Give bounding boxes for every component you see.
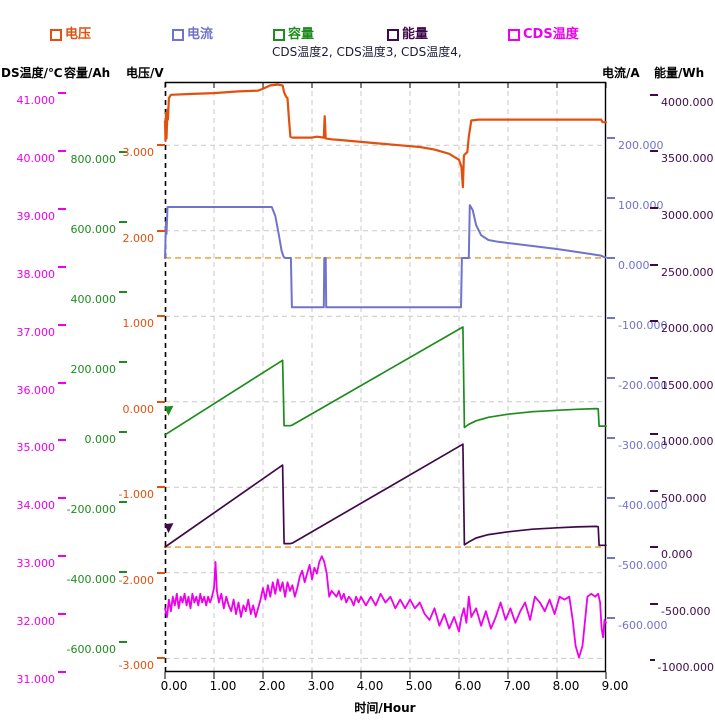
energy-tick-label: 500.000	[650, 489, 714, 504]
capacity-tick-label: -400.000	[54, 570, 127, 585]
x-axis-tick-label: 3.00	[307, 679, 335, 693]
current-tick-label: 200.000	[607, 136, 677, 151]
legend-checkbox-energy[interactable]	[387, 29, 399, 41]
temperature-tick-label: 33.000	[0, 554, 66, 569]
x-axis-tick-label: 4.00	[356, 679, 384, 693]
capacity-tick-label: 200.000	[54, 360, 127, 375]
legend-checkbox-cds-temperature[interactable]	[508, 29, 520, 41]
axis-header-current: 电流/A	[602, 66, 640, 80]
legend-subseries-note: CDS温度2, CDS温度3, CDS温度4,	[272, 45, 462, 59]
voltage-tick-label: 1.000	[108, 314, 165, 329]
legend-label-capacity: 容量	[288, 27, 315, 42]
axis-header-temperature: DS温度/℃	[1, 66, 63, 80]
temperature-tick-label: 39.000	[0, 207, 66, 222]
current-tick-label: 0.000	[607, 256, 677, 271]
current-tick-label: 100.000	[607, 196, 677, 211]
voltage-tick-label: 0.000	[108, 400, 165, 415]
x-axis-tick-label: 2.00	[258, 679, 286, 693]
energy-tick-label: -1000.000	[650, 658, 714, 673]
energy-tick-label: 2500.000	[650, 263, 714, 278]
energy-tick-label: -500.000	[650, 602, 714, 617]
current-tick-label: -600.000	[607, 616, 677, 631]
legend-item-voltage[interactable]: 电压	[50, 28, 91, 42]
legend-checkbox-current[interactable]	[172, 29, 184, 41]
legend-item-capacity[interactable]: 容量	[273, 28, 314, 42]
legend-label-energy: 能量	[402, 27, 429, 42]
current-tick-label: -200.000	[607, 376, 677, 391]
series-line-capacity	[164, 326, 607, 436]
legend-label-voltage: 电压	[65, 27, 92, 42]
x-axis-tick-label: 1.00	[209, 679, 237, 693]
chart-plot-area	[163, 81, 608, 679]
series-start-marker-capacity	[164, 405, 174, 416]
legend-item-current[interactable]: 电流	[172, 28, 213, 42]
series-line-temperature	[164, 555, 607, 659]
voltage-tick-label: -3.000	[108, 656, 165, 671]
temperature-tick-label: 36.000	[0, 381, 66, 396]
current-tick-label: -400.000	[607, 496, 677, 511]
energy-tick-label: 3000.000	[650, 206, 714, 221]
axis-header-energy: 能量/Wh	[654, 66, 705, 80]
axis-header-voltage: 电压/V	[126, 66, 164, 80]
temperature-tick-label: 38.000	[0, 265, 66, 280]
temperature-tick-label: 41.000	[0, 91, 66, 106]
series-line-voltage	[163, 83, 608, 189]
capacity-tick-label: -200.000	[54, 500, 127, 515]
legend-checkbox-voltage[interactable]	[50, 29, 62, 41]
x-axis-title: 时间/Hour	[354, 701, 416, 715]
energy-tick-label: 1000.000	[650, 432, 714, 447]
x-axis-tick-label: 0.00	[160, 679, 188, 693]
legend-item-cds-temperature[interactable]: CDS温度	[508, 28, 579, 42]
voltage-tick-label: -1.000	[108, 485, 165, 500]
energy-tick-label: 1500.000	[650, 376, 714, 391]
voltage-tick-label: 2.000	[108, 229, 165, 244]
x-axis-tick-label: 5.00	[405, 679, 433, 693]
x-axis-tick-label: 9.00	[601, 679, 629, 693]
temperature-tick-label: 32.000	[0, 612, 66, 627]
temperature-tick-label: 34.000	[0, 496, 66, 511]
capacity-tick-label: 800.000	[54, 150, 127, 165]
legend-label-current: 电流	[187, 27, 214, 42]
energy-tick-label: 4000.000	[650, 93, 714, 108]
energy-tick-label: 3500.000	[650, 149, 714, 164]
legend-item-energy[interactable]: 能量	[387, 28, 428, 42]
voltage-tick-label: -2.000	[108, 571, 165, 586]
temperature-tick-label: 31.000	[0, 670, 66, 685]
temperature-tick-label: 40.000	[0, 149, 66, 164]
series-line-energy	[164, 443, 607, 548]
legend-label-cds-temperature: CDS温度	[523, 27, 579, 42]
x-axis-tick-label: 7.00	[503, 679, 531, 693]
capacity-tick-label: -600.000	[54, 640, 127, 655]
temperature-tick-label: 35.000	[0, 438, 66, 453]
current-tick-label: -100.000	[607, 316, 677, 331]
series-start-marker-energy	[164, 523, 174, 534]
capacity-tick-label: 600.000	[54, 220, 127, 235]
current-tick-label: -300.000	[607, 436, 677, 451]
x-axis-tick-label: 6.00	[454, 679, 482, 693]
axis-header-capacity: 容量/Ah	[64, 66, 111, 80]
capacity-tick-label: 400.000	[54, 290, 127, 305]
x-axis-tick-label: 8.00	[552, 679, 580, 693]
series-line-current	[164, 204, 607, 309]
temperature-tick-label: 37.000	[0, 323, 66, 338]
legend-checkbox-capacity[interactable]	[273, 29, 285, 41]
voltage-tick-label: 3.000	[108, 143, 165, 158]
capacity-tick-label: 0.000	[54, 430, 127, 445]
current-tick-label: -500.000	[607, 556, 677, 571]
energy-tick-label: 0.000	[650, 545, 714, 560]
energy-tick-label: 2000.000	[650, 319, 714, 334]
